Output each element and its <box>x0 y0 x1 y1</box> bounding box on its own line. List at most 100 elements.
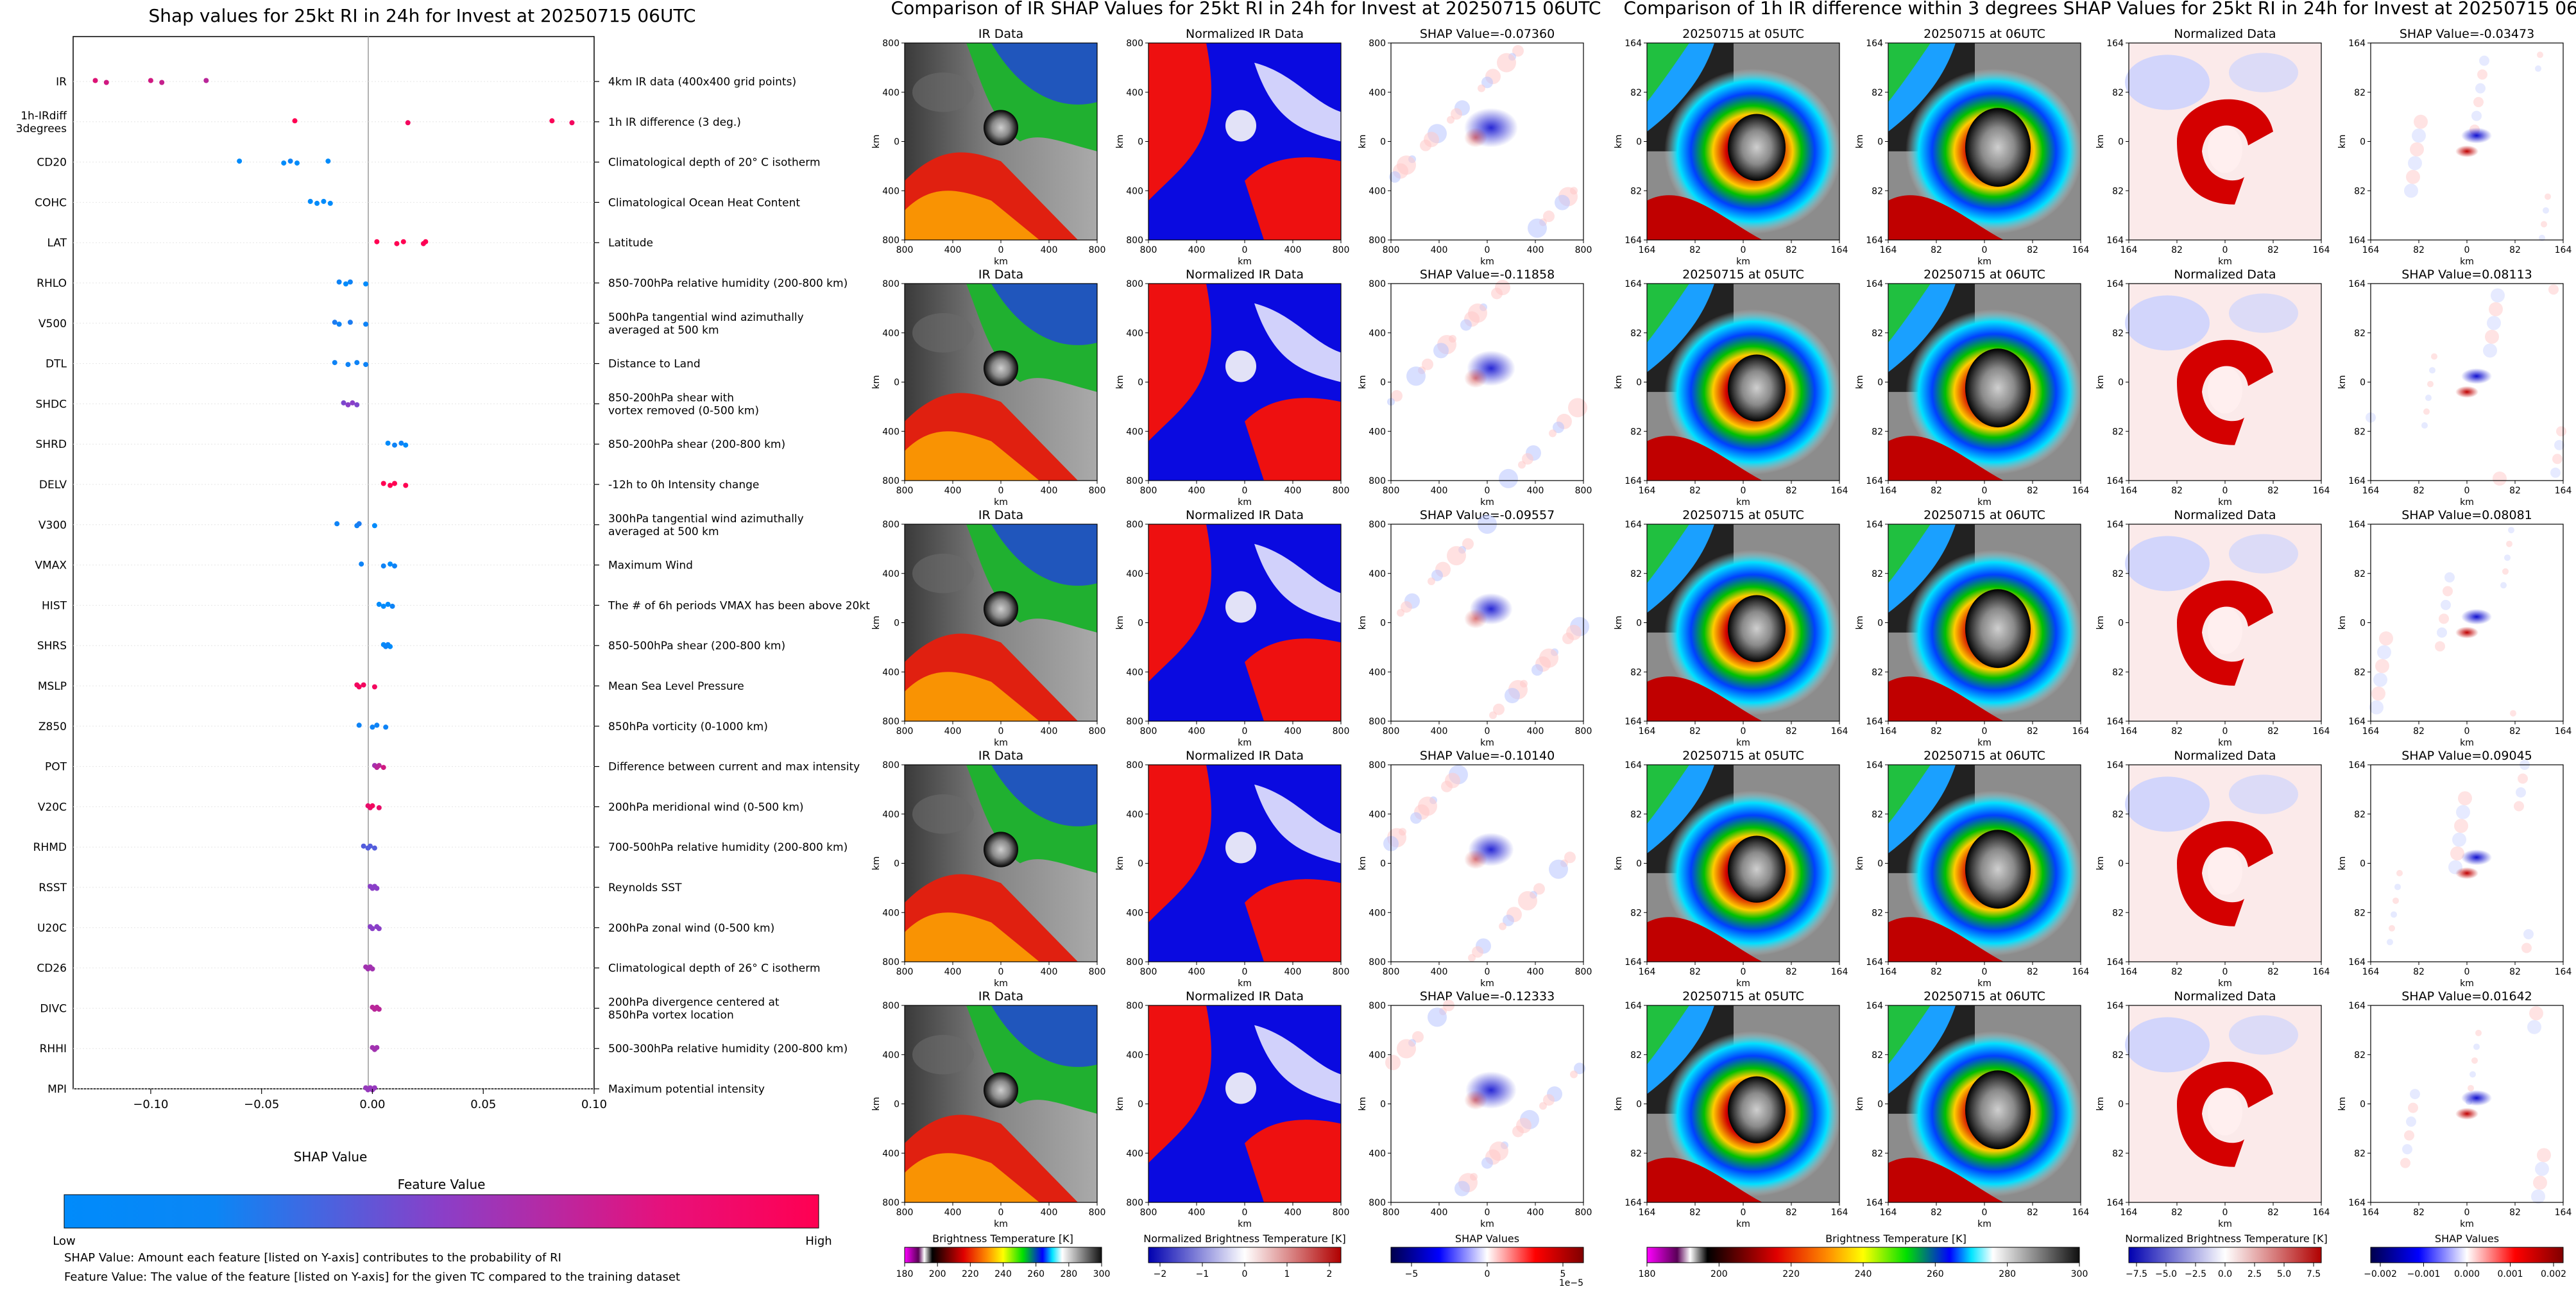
colorbar-tick-label: 260 <box>1027 1269 1045 1279</box>
shap-noise <box>2443 586 2453 597</box>
shap-noise <box>1531 664 1543 676</box>
shap-positive-core <box>2455 386 2478 398</box>
norm-warm-ring <box>2177 99 2273 205</box>
y-tick-label: 0 <box>1380 1100 1386 1110</box>
irdiff-image-panel: 20250715 at 05UTC1641648282008282164164k… <box>1614 27 1848 267</box>
panel-title: SHAP Value=0.08081 <box>2401 508 2532 522</box>
norm-neutral <box>1254 784 1341 864</box>
x-tick-label: 164 <box>2120 726 2138 737</box>
mid-cbar3-exponent: 1e−5 <box>1559 1278 1583 1288</box>
shap-noise <box>1385 1055 1401 1071</box>
y-tick-label: 164 <box>1625 1001 1642 1011</box>
right-title: Comparison of 1h IR difference within 3 … <box>1624 0 2576 19</box>
y-tick-label: 800 <box>882 760 900 771</box>
feature-colorbar-title: Feature Value <box>398 1177 486 1192</box>
middle-colorbars: Brightness Temperature [K] 180 200 220 240 2… <box>896 1233 1584 1288</box>
shap-point <box>370 803 375 808</box>
feature-note: Feature Value: The value of the feature … <box>64 1270 680 1284</box>
x-axis-label: km <box>1480 1219 1494 1229</box>
ir-green-band <box>1647 1005 1689 1065</box>
y-tick-label: 0 <box>2360 137 2366 148</box>
ir-clear-area <box>912 73 974 112</box>
feature-label: VMAX <box>35 559 67 572</box>
panel-title: SHAP Value=0.01642 <box>2401 989 2532 1003</box>
shap-noise <box>1441 780 1453 792</box>
y-tick-label: 800 <box>1369 38 1386 49</box>
shap-noise <box>2444 572 2455 583</box>
shap-note: SHAP Value: Amount each feature [listed … <box>64 1251 561 1265</box>
ir-warm-tail <box>1647 195 1762 240</box>
shap-point <box>307 198 313 204</box>
right-cbar1 <box>1646 1247 2080 1263</box>
x-tick-label: 82 <box>1786 967 1797 977</box>
irdiff-image-panel: Normalized Data1641648282008282164164kmk… <box>2095 27 2330 267</box>
irdiff-image-panel: 20250715 at 06UTC1641648282008282164164k… <box>1855 749 2089 989</box>
shap-negative-core <box>2461 609 2492 625</box>
x-tick-label: 0 <box>1242 486 1248 496</box>
ir-eye <box>1965 1070 2031 1150</box>
shap-point <box>363 321 369 327</box>
shap-point <box>356 684 362 690</box>
y-tick-label: 164 <box>1866 1198 1883 1208</box>
irdiff-image-panel: 20250715 at 06UTC1641648282008282164164k… <box>1855 27 2089 267</box>
norm-neutral <box>1254 543 1341 623</box>
x-tick-label: 164 <box>2120 486 2138 496</box>
x-axis-label: km <box>1736 257 1750 267</box>
y-tick-label: 400 <box>882 1148 900 1159</box>
beeswarm-rows: IR 4km IR data (400x400 grid points) 1h-IR… <box>16 76 870 1096</box>
y-tick-label: 164 <box>2106 717 2124 727</box>
y-tick-label: 400 <box>1126 427 1143 437</box>
mid-cbar3-ticks: −5 0 5 <box>1405 1263 1566 1279</box>
shap-point <box>343 281 349 287</box>
x-tick-label: 800 <box>1383 245 1400 255</box>
y-tick-label: 800 <box>882 279 900 289</box>
x-tick-label: 0 <box>1741 1208 1746 1218</box>
x-tick-label: 800 <box>896 967 914 977</box>
colorbar-tick-label: 5 <box>1560 1269 1566 1279</box>
colorbar-tick-label: −2.5 <box>2185 1269 2206 1279</box>
shap-noise <box>2502 568 2509 575</box>
colorbar-tick-label: 280 <box>1999 1269 2016 1279</box>
shap-point <box>325 158 331 164</box>
shap-noise <box>2423 408 2430 415</box>
y-tick-label: 164 <box>1866 1001 1883 1011</box>
y-tick-label: 800 <box>882 1001 900 1011</box>
x-tick-label: 0 <box>2222 1208 2228 1218</box>
y-tick-label: 82 <box>1872 329 1883 339</box>
irdiff-image-panel: 20250715 at 05UTC1641648282008282164164k… <box>1614 749 1848 989</box>
shap-noise <box>2387 939 2393 946</box>
feature-description: 200hPa zonal wind (0-500 km) <box>608 922 774 935</box>
y-tick-label: 164 <box>2106 1001 2124 1011</box>
shap-noise <box>1503 914 1514 926</box>
shap-point <box>363 281 369 287</box>
shap-point <box>363 362 369 368</box>
x-tick-label: 82 <box>2413 967 2425 977</box>
x-tick-label: 400 <box>1188 486 1206 496</box>
shap-noise <box>2369 700 2384 715</box>
shap-noise <box>2412 128 2426 143</box>
x-axis-label: km <box>1736 738 1750 748</box>
panel-title: IR Data <box>978 989 1023 1003</box>
y-axis-label: km <box>2337 1097 2348 1111</box>
y-tick-label: 82 <box>2354 569 2366 579</box>
shap-point <box>423 239 429 244</box>
ir-green-band <box>1647 284 1689 343</box>
x-tick-label: 164 <box>2072 726 2090 737</box>
shap-noise <box>2510 710 2516 717</box>
shap-point <box>376 763 382 769</box>
y-tick-label: 400 <box>1369 569 1386 579</box>
panel-title: Normalized Data <box>2174 989 2276 1003</box>
x-tick-label: 82 <box>1689 1208 1701 1218</box>
ir-storm-yellow <box>905 191 1039 240</box>
x-tick-label: 0 <box>998 726 1004 737</box>
right-cbar1-ticks: 180 200 220 240 260 280 300 <box>1639 1263 2088 1279</box>
x-tick-label: 0 <box>1485 245 1490 255</box>
x-tick-label: 0 <box>1485 1208 1490 1218</box>
shap-noise <box>1420 139 1431 151</box>
y-tick-label: 0 <box>1138 378 1143 388</box>
x-tick-label: 164 <box>2072 967 2090 977</box>
shap-point <box>292 118 298 124</box>
x-tick-label: −0.05 <box>244 1098 279 1111</box>
y-axis-label: km <box>2095 857 2106 871</box>
